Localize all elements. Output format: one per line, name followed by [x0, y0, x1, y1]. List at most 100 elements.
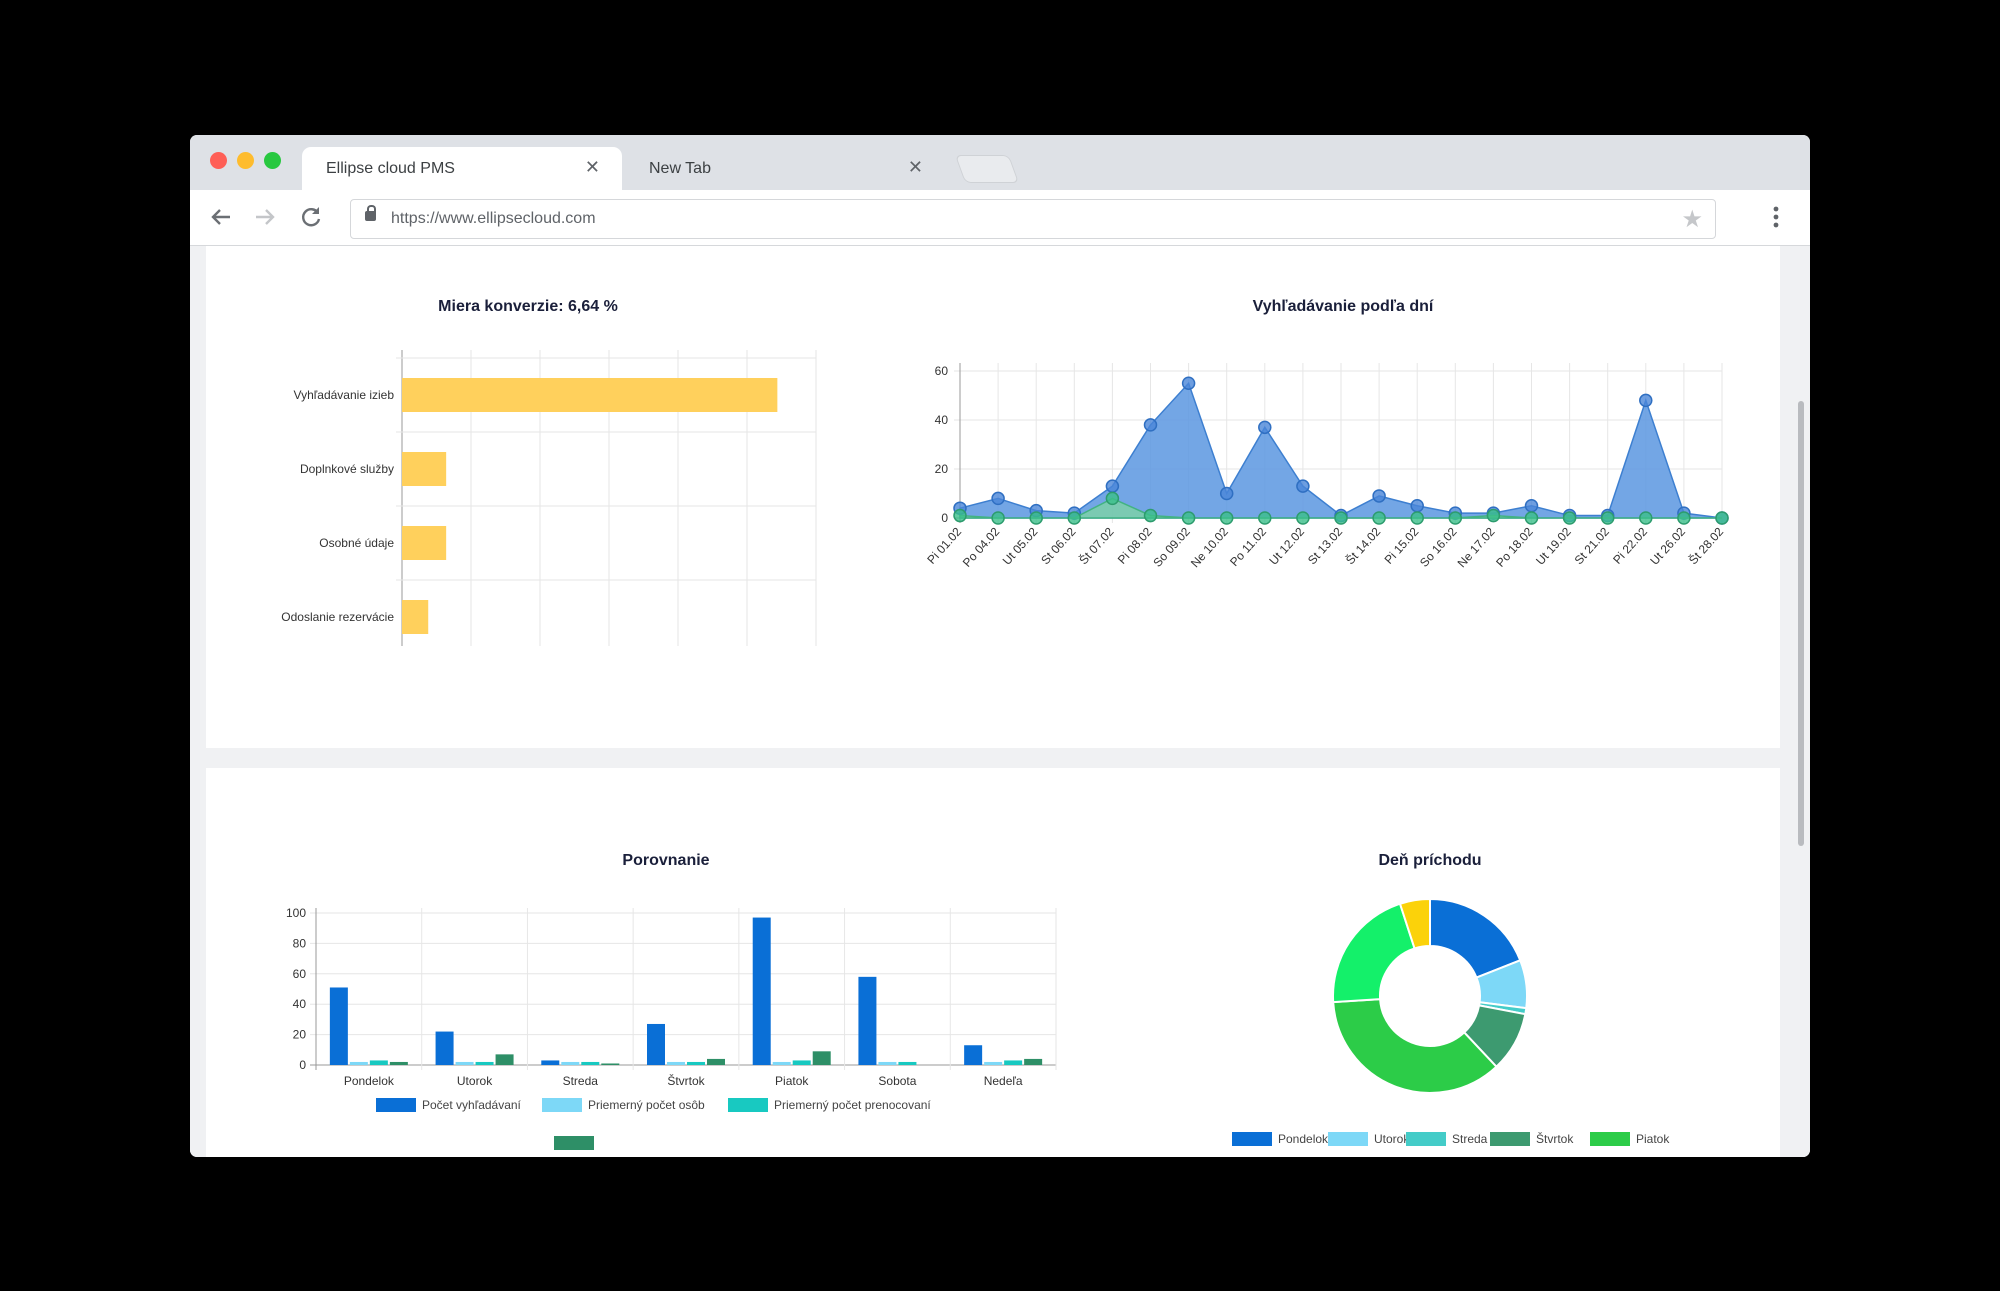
legend-swatch [376, 1098, 416, 1112]
chart-title: Vyhľadávanie podľa dní [1253, 298, 1434, 315]
page-scrollbar[interactable] [1796, 246, 1806, 1157]
y-tick-label: 0 [299, 1058, 306, 1072]
bar [601, 1063, 620, 1065]
y-tick-label: Odoslanie rezervácie [281, 610, 394, 624]
data-point [1105, 479, 1120, 493]
data-point [1448, 511, 1463, 525]
tab-strip: Ellipse cloud PMS ✕ New Tab ✕ [190, 135, 1810, 191]
data-point [1486, 508, 1501, 523]
browser-toolbar: https://www.ellipsecloud.com ★ [190, 190, 1810, 246]
bar [541, 1060, 560, 1065]
tab-close-icon[interactable]: ✕ [584, 157, 600, 177]
y-tick-label: 100 [286, 906, 306, 920]
bar [435, 1031, 454, 1065]
data-point [991, 491, 1005, 506]
bar [475, 1061, 494, 1065]
data-point [1639, 393, 1653, 408]
data-point [1562, 511, 1577, 525]
address-bar[interactable]: https://www.ellipsecloud.com ★ [350, 199, 1716, 239]
data-point [1181, 376, 1196, 390]
card-top: Miera konverzie: 6,64 %05010015020025030… [206, 246, 1780, 748]
bar [561, 1061, 580, 1065]
bar [707, 1058, 725, 1065]
legend-label: Piatok [1636, 1132, 1670, 1146]
x-tick-label: Pondelok [344, 1074, 395, 1088]
conversion-chart: Miera konverzie: 6,64 %05010015020025030… [281, 298, 817, 646]
page-content: Miera konverzie: 6,64 %05010015020025030… [190, 246, 1810, 1157]
scrollbar-thumb[interactable] [1798, 401, 1804, 846]
donut-slice [1332, 998, 1498, 1094]
bar [349, 1061, 368, 1065]
bar [402, 378, 778, 412]
back-arrow-icon[interactable] [208, 204, 234, 230]
bar [329, 987, 348, 1065]
data-point [1372, 511, 1386, 525]
tab-ellipse-cloud[interactable]: Ellipse cloud PMS ✕ [302, 147, 622, 191]
legend-swatch [1328, 1132, 1368, 1146]
legend-swatch [1232, 1132, 1272, 1146]
data-point [1219, 486, 1234, 501]
data-point [991, 511, 1005, 525]
close-window-button[interactable] [210, 152, 227, 169]
chart-title: Miera konverzie: 6,64 % [438, 298, 618, 315]
tab-new-tab[interactable]: New Tab ✕ [625, 147, 945, 191]
bar [964, 1045, 983, 1065]
kebab-menu-icon[interactable] [1770, 204, 1782, 230]
legend-swatch [542, 1098, 582, 1112]
bar [858, 976, 877, 1065]
data-point [1181, 511, 1196, 525]
bar [369, 1060, 388, 1065]
legend-label: Priemerný počet osôb [588, 1098, 705, 1112]
forward-arrow-icon[interactable] [252, 204, 278, 230]
comparison-chart: Porovnanie 0 20 40 60 80 100 Pondelok Utorok Stre… [286, 852, 1057, 1150]
url-text: https://www.ellipsecloud.com [391, 210, 596, 227]
lock-icon [365, 205, 376, 221]
legend-swatch [1406, 1132, 1446, 1146]
x-tick-label: Po 04.02 [960, 524, 1003, 569]
maximize-window-button[interactable] [264, 152, 281, 169]
data-point [1296, 511, 1310, 525]
legend-swatch [554, 1136, 594, 1150]
bar [402, 526, 447, 560]
legend-swatch [1490, 1132, 1530, 1146]
data-point [1296, 479, 1310, 493]
x-tick-label: Št 07.02 [1076, 524, 1117, 567]
y-tick-label: 60 [293, 967, 307, 981]
new-tab-button[interactable] [954, 155, 1020, 183]
chart-title: Porovnanie [622, 852, 709, 869]
data-point [1334, 511, 1348, 525]
data-point [1600, 511, 1615, 525]
data-point [1524, 499, 1539, 513]
bar [772, 1061, 791, 1065]
x-tick-label: Po 18.02 [1493, 524, 1536, 569]
card-bottom: Porovnanie 0 20 40 60 80 100 Pondelok Utorok Stre… [206, 768, 1780, 1157]
bar [581, 1061, 600, 1065]
bar [1004, 1060, 1023, 1065]
data-point [1524, 511, 1539, 525]
x-tick-label: So 16.02 [1417, 524, 1460, 569]
donut-slice [1398, 897, 1431, 950]
bar [1024, 1058, 1043, 1065]
x-tick-label: Nedeľa [984, 1074, 1023, 1088]
x-tick-label: Streda [563, 1074, 599, 1088]
star-icon[interactable]: ★ [1681, 206, 1703, 233]
x-tick-label: So 09.02 [1150, 524, 1193, 569]
bar [389, 1061, 408, 1065]
x-tick-label: Ne 17.02 [1455, 524, 1498, 570]
bar [792, 1060, 811, 1065]
data-point [1067, 511, 1082, 525]
browser-window: Ellipse cloud PMS ✕ New Tab ✕ https://ww… [190, 135, 1810, 1157]
data-point [1410, 499, 1424, 513]
legend-label: Priemerný počet prenocovaní [774, 1098, 931, 1112]
x-tick-label: Sobota [878, 1074, 916, 1088]
data-point [1410, 511, 1424, 525]
x-tick-label: Piatok [775, 1074, 809, 1088]
data-point [1143, 418, 1158, 432]
data-point [1258, 420, 1272, 435]
legend-label: Štvrtok [1536, 1131, 1574, 1146]
reload-icon[interactable] [298, 204, 324, 230]
data-point [1258, 511, 1272, 525]
tab-close-icon[interactable]: ✕ [907, 157, 923, 177]
minimize-window-button[interactable] [237, 152, 254, 169]
legend-label: Pondelok [1278, 1132, 1329, 1146]
